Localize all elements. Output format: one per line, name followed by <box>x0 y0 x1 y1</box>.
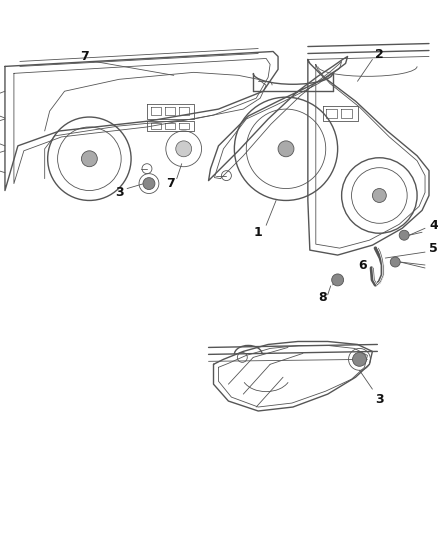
Text: 7: 7 <box>80 50 89 63</box>
Circle shape <box>372 189 386 203</box>
Circle shape <box>176 141 192 157</box>
Circle shape <box>332 274 343 286</box>
Text: 2: 2 <box>375 48 384 61</box>
Text: 7: 7 <box>166 177 175 190</box>
Text: 4: 4 <box>429 219 438 232</box>
Circle shape <box>81 151 97 167</box>
Text: 3: 3 <box>115 186 124 199</box>
Circle shape <box>399 230 409 240</box>
Text: 5: 5 <box>429 241 438 255</box>
Circle shape <box>353 352 367 366</box>
Text: 8: 8 <box>318 291 327 304</box>
Text: 3: 3 <box>375 393 384 406</box>
Circle shape <box>390 257 400 267</box>
Circle shape <box>143 177 155 190</box>
Text: 1: 1 <box>254 226 262 239</box>
Text: 6: 6 <box>358 259 367 271</box>
Circle shape <box>278 141 294 157</box>
